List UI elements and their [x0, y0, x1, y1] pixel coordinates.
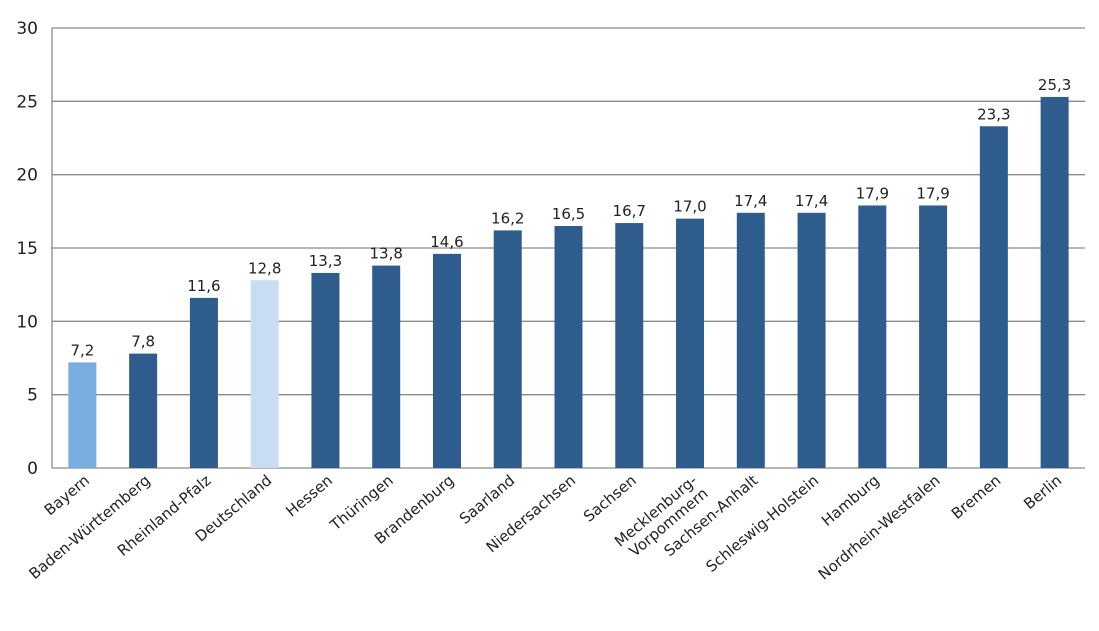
- data-label: 16,2: [491, 209, 524, 227]
- data-label: 16,5: [552, 205, 585, 223]
- bar: [615, 223, 644, 468]
- bar: [129, 353, 158, 468]
- value-labels: 7,2 7,8 11,6 12,8 13,3 13,8 14,6 16,2 16,5 16,7 17…: [70, 76, 1071, 359]
- data-label: 7,8: [131, 333, 155, 351]
- data-label: 12,8: [248, 259, 281, 277]
- x-tick-label: Schleswig-Holstein: [702, 471, 822, 575]
- data-label: 17,9: [916, 184, 949, 202]
- bar: [311, 272, 340, 468]
- bar: [250, 280, 279, 468]
- y-tick-label: 0: [27, 459, 38, 479]
- y-tick-label: 5: [27, 386, 38, 406]
- x-tick-label: Bayern: [41, 471, 93, 519]
- bar: [432, 253, 461, 468]
- data-label: 13,8: [370, 245, 403, 263]
- data-label: 17,4: [795, 192, 828, 210]
- x-tick-label: Bremen: [948, 471, 1005, 523]
- bar: [919, 205, 948, 468]
- data-label: 17,9: [856, 184, 889, 202]
- bar: [797, 212, 826, 468]
- x-tick-label: Hessen: [282, 471, 336, 520]
- y-tick-label: 20: [16, 166, 38, 186]
- bar: [554, 226, 583, 468]
- bar: [979, 126, 1008, 469]
- data-label: 17,0: [673, 198, 706, 216]
- bar: [858, 205, 887, 468]
- data-label: 25,3: [1038, 76, 1071, 94]
- bars: [68, 96, 1069, 469]
- category-labels: BayernBaden-WürttembergRheinland-PfalzDe…: [25, 471, 1065, 583]
- x-tick-label: Sachsen: [580, 471, 640, 525]
- bar: [372, 265, 401, 468]
- y-tick-label: 25: [16, 92, 38, 112]
- y-tick-label: 30: [16, 19, 38, 39]
- bar: [1040, 96, 1069, 468]
- bar: [736, 212, 765, 468]
- data-label: 11,6: [187, 277, 220, 295]
- data-label: 16,7: [613, 202, 646, 220]
- data-label: 7,2: [70, 341, 94, 359]
- data-label: 13,3: [309, 252, 342, 270]
- data-label: 17,4: [734, 192, 767, 210]
- bar: [189, 297, 218, 468]
- y-tick-label: 10: [16, 312, 38, 332]
- bar: [493, 230, 522, 468]
- data-label: 23,3: [977, 105, 1010, 123]
- x-tick-label: Baden-Württemberg: [25, 471, 153, 583]
- bar: [676, 218, 705, 468]
- data-label: 14,6: [430, 233, 463, 251]
- y-tick-label: 15: [16, 239, 38, 259]
- bar: [68, 362, 97, 468]
- y-axis-ticks: 0 5 10 15 20 25 30: [16, 19, 38, 479]
- x-tick-label: Berlin: [1020, 471, 1065, 513]
